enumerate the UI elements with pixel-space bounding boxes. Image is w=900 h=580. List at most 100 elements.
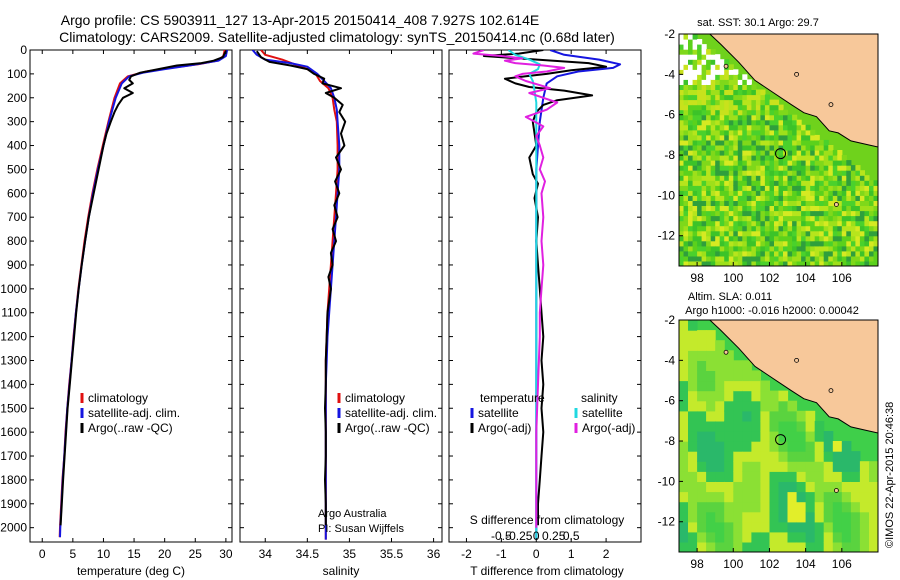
map-cell (746, 155, 752, 161)
legend-temperature-title: temperature (480, 391, 545, 405)
map-cell (751, 390, 761, 402)
map-cell (755, 119, 761, 126)
map-cell (742, 220, 748, 227)
map-cell (692, 215, 698, 222)
map-cell (706, 441, 716, 452)
map-cell (783, 220, 789, 227)
map-cell (679, 491, 689, 503)
map-cell (724, 250, 730, 257)
map-cell (697, 230, 703, 237)
map-cell (792, 150, 798, 156)
map-cell (715, 74, 721, 80)
map-cell (737, 155, 743, 161)
map-lon-tick-label: 98 (690, 271, 704, 285)
map-cell (742, 521, 752, 533)
map-cell (755, 129, 761, 136)
map-cell (764, 139, 770, 146)
map-cell (755, 114, 761, 121)
map-cell (796, 134, 802, 141)
map-cell (778, 431, 789, 442)
map-cell (810, 139, 816, 146)
map-cell (751, 109, 757, 116)
map-cell (746, 185, 752, 191)
map-cell (706, 261, 712, 266)
map-cell (864, 255, 870, 262)
map-cell (869, 200, 875, 206)
map-cell (814, 461, 825, 472)
map-cell (841, 185, 847, 191)
map-cell (774, 225, 780, 232)
map-cell (688, 129, 694, 136)
map-cell (832, 165, 838, 171)
map-cell (724, 390, 734, 402)
map-cell (742, 451, 752, 462)
map-cell (715, 94, 721, 101)
map-cell (746, 119, 752, 126)
map-cell (715, 235, 721, 242)
map-cell (724, 114, 730, 121)
map-cell (855, 210, 861, 217)
map-cell (787, 165, 793, 171)
map-cell (701, 261, 707, 266)
map-cell (792, 200, 798, 206)
map-cell (701, 165, 707, 171)
map-cell (733, 360, 743, 371)
map-cell (701, 150, 707, 156)
map-cell (778, 215, 784, 222)
map-cell (724, 501, 734, 513)
map-cell (850, 205, 856, 212)
map-cell (850, 245, 856, 252)
map-cell (774, 139, 780, 146)
map-cell (819, 215, 825, 222)
map-cell (728, 145, 734, 151)
map-cell (792, 185, 798, 191)
map-cell (719, 225, 725, 232)
map-cell (792, 215, 798, 222)
map-cell (760, 215, 766, 222)
map-cell (683, 109, 689, 116)
map-cell (710, 59, 716, 65)
map-cell (728, 150, 734, 156)
map-cell (846, 240, 852, 247)
map-cell (823, 175, 829, 181)
map-cell (746, 205, 752, 212)
map-cell (828, 250, 834, 257)
map-cell (733, 160, 739, 166)
map-cell (832, 225, 838, 232)
map-cell (697, 521, 707, 533)
map-cell (850, 501, 861, 513)
map-cell (733, 441, 743, 452)
map-cell (823, 261, 829, 266)
map-cell (737, 220, 743, 227)
map-cell (724, 165, 730, 171)
map-cell (755, 180, 761, 186)
map-cell (774, 160, 780, 166)
map-cell (715, 471, 725, 482)
map-cell (841, 235, 847, 242)
map-cell (778, 501, 789, 513)
map-lon-tick-label: 104 (796, 557, 816, 571)
depth-tick-label: 200 (7, 91, 27, 105)
map-cell (869, 185, 875, 191)
map-cell (828, 150, 834, 156)
map-cell (719, 220, 725, 227)
map-cell (755, 139, 761, 146)
depth-tick-label: 1000 (0, 282, 27, 296)
map-cell (715, 64, 721, 70)
map-cell (805, 134, 811, 141)
map-cell (846, 245, 852, 252)
map-cell (764, 215, 770, 222)
map-cell (760, 245, 766, 252)
map-cell (733, 89, 739, 96)
map-cell (769, 511, 780, 523)
map-cell (710, 261, 716, 266)
map-cell (778, 109, 784, 116)
map-cell (728, 230, 734, 237)
credit-argo-australia: Argo Australia (318, 508, 387, 520)
map-cell (864, 225, 870, 232)
map-cell (778, 400, 789, 412)
map-cell (787, 220, 793, 227)
map-cell (724, 129, 730, 136)
map-cell (742, 205, 748, 212)
map-cell (706, 139, 712, 146)
